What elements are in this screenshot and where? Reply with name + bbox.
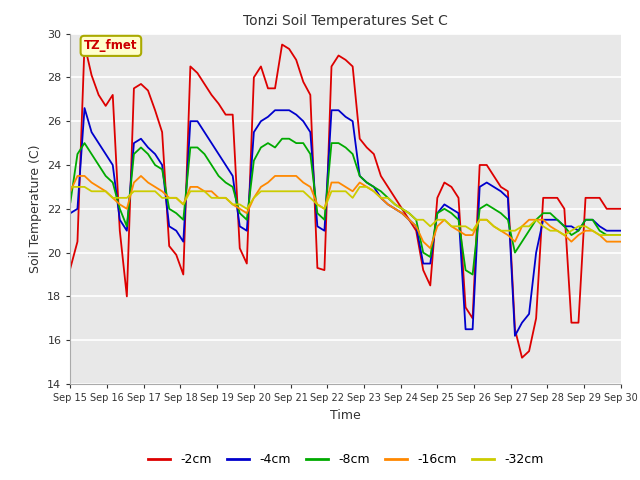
Y-axis label: Soil Temperature (C): Soil Temperature (C)	[29, 144, 42, 273]
X-axis label: Time: Time	[330, 408, 361, 421]
Legend: -2cm, -4cm, -8cm, -16cm, -32cm: -2cm, -4cm, -8cm, -16cm, -32cm	[143, 448, 548, 471]
Text: TZ_fmet: TZ_fmet	[84, 39, 138, 52]
Title: Tonzi Soil Temperatures Set C: Tonzi Soil Temperatures Set C	[243, 14, 448, 28]
